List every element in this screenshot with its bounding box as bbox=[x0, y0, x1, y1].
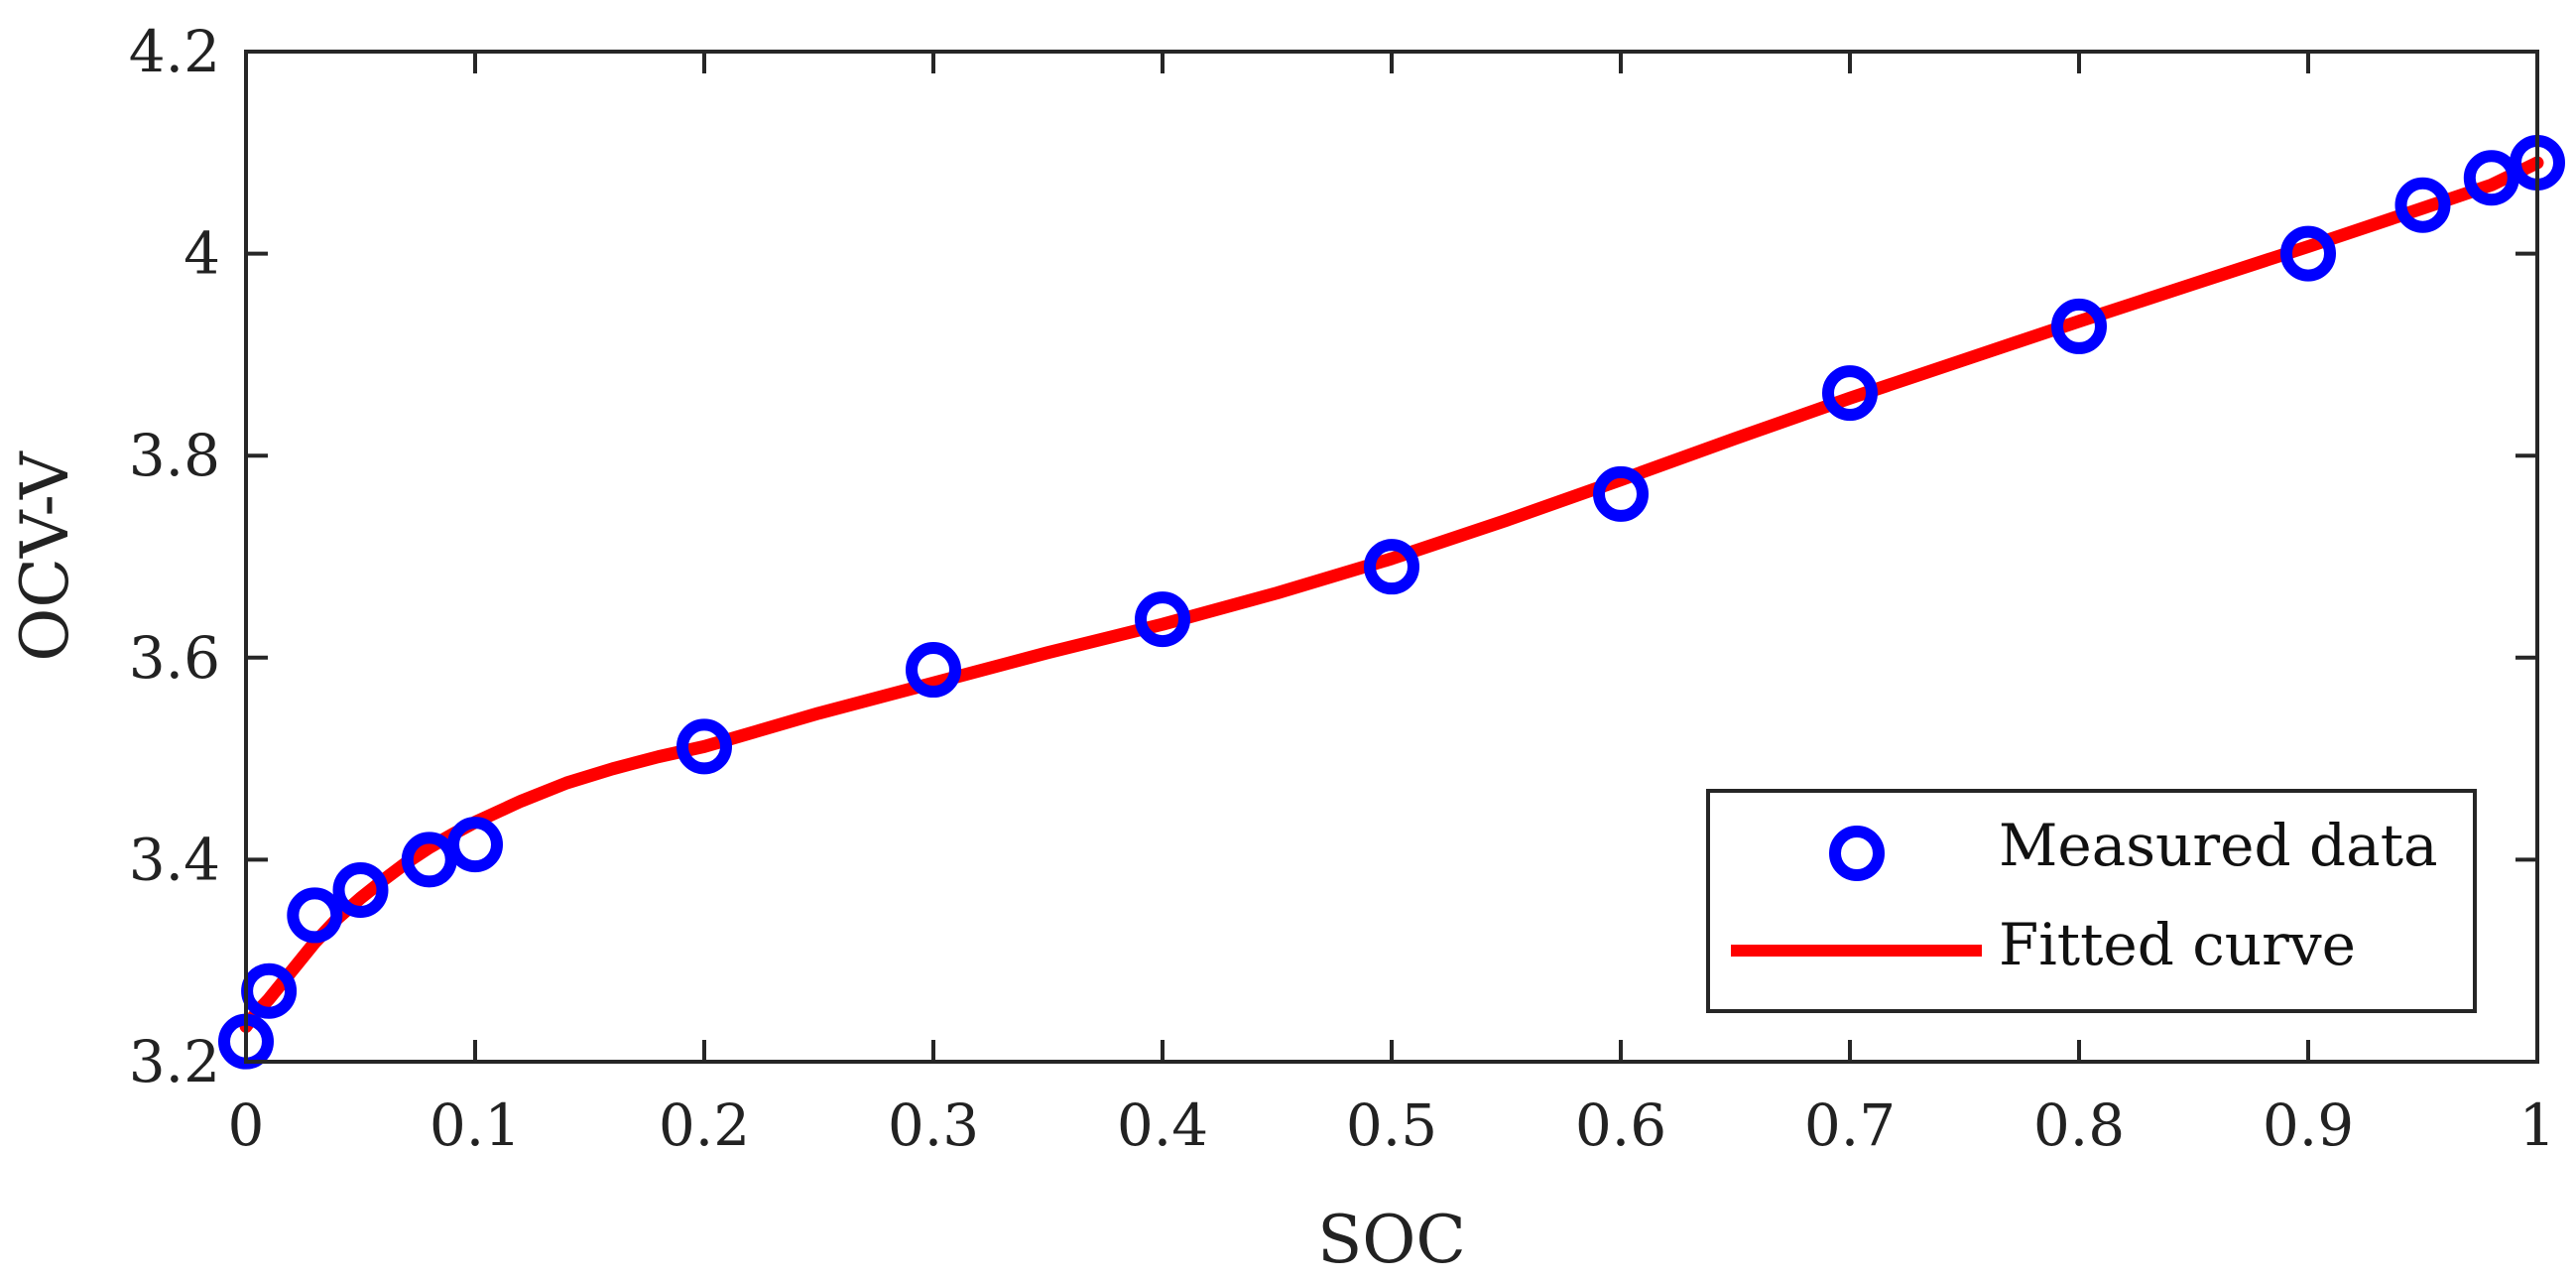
x-tick-label: 0.1 bbox=[429, 1091, 521, 1159]
x-tick-labels: 0 0.1 0.2 0.3 0.4 0.5 0.6 0.7 0.8 0.9 1 bbox=[228, 1091, 2556, 1159]
x-tick-label: 0.2 bbox=[659, 1091, 750, 1159]
measured-data-point bbox=[401, 832, 457, 888]
x-tick-label: 0 bbox=[228, 1091, 265, 1159]
measured-data-point bbox=[2280, 225, 2336, 282]
measured-data-point bbox=[676, 718, 732, 775]
x-tick-label: 0.6 bbox=[1575, 1091, 1666, 1159]
measured-data-point bbox=[1135, 591, 1190, 648]
measured-data-point bbox=[332, 861, 389, 918]
plot-series bbox=[218, 134, 2565, 1070]
x-tick-label: 0.5 bbox=[1346, 1091, 1437, 1159]
y-tick-label: 3.2 bbox=[129, 1028, 220, 1095]
y-tick-label: 3.6 bbox=[129, 624, 220, 692]
measured-data-point bbox=[1593, 465, 1649, 522]
y-tick-label: 4 bbox=[184, 220, 220, 288]
legend: Measured data Fitted curve bbox=[1706, 789, 2477, 1013]
measured-data-point bbox=[1822, 365, 1878, 422]
y-tick-labels: 3.2 3.4 3.6 3.8 4 4.2 bbox=[129, 18, 220, 1095]
measured-data-point bbox=[447, 817, 503, 873]
measured-data-point bbox=[2051, 298, 2107, 354]
x-tick-label: 0.7 bbox=[1804, 1091, 1896, 1159]
x-tick-label: 0.9 bbox=[2263, 1091, 2354, 1159]
measured-data-point bbox=[906, 642, 961, 699]
measured-data-point bbox=[2394, 177, 2451, 233]
x-tick-label: 0.3 bbox=[888, 1091, 979, 1159]
x-axis-title: SOC bbox=[1317, 1202, 1466, 1278]
measured-data-point bbox=[287, 887, 343, 944]
measured-data-point bbox=[2463, 150, 2519, 206]
legend-box bbox=[1706, 789, 2477, 1013]
measured-data-point bbox=[1364, 539, 1419, 595]
legend-marker-measured bbox=[1829, 826, 1885, 881]
y-tick-label: 3.8 bbox=[129, 422, 220, 489]
x-tick-label: 0.8 bbox=[2033, 1091, 2125, 1159]
y-tick-label: 3.4 bbox=[129, 826, 220, 893]
plot-frame bbox=[244, 50, 2539, 1064]
x-tick-label: 0.4 bbox=[1117, 1091, 1208, 1159]
y-tick-label: 4.2 bbox=[129, 18, 220, 85]
x-tick-label: 1 bbox=[2519, 1091, 2556, 1159]
y-axis-title: OCV-V bbox=[7, 450, 83, 662]
legend-label-measured: Measured data bbox=[1999, 812, 2438, 879]
legend-label-fitted: Fitted curve bbox=[1999, 911, 2356, 978]
